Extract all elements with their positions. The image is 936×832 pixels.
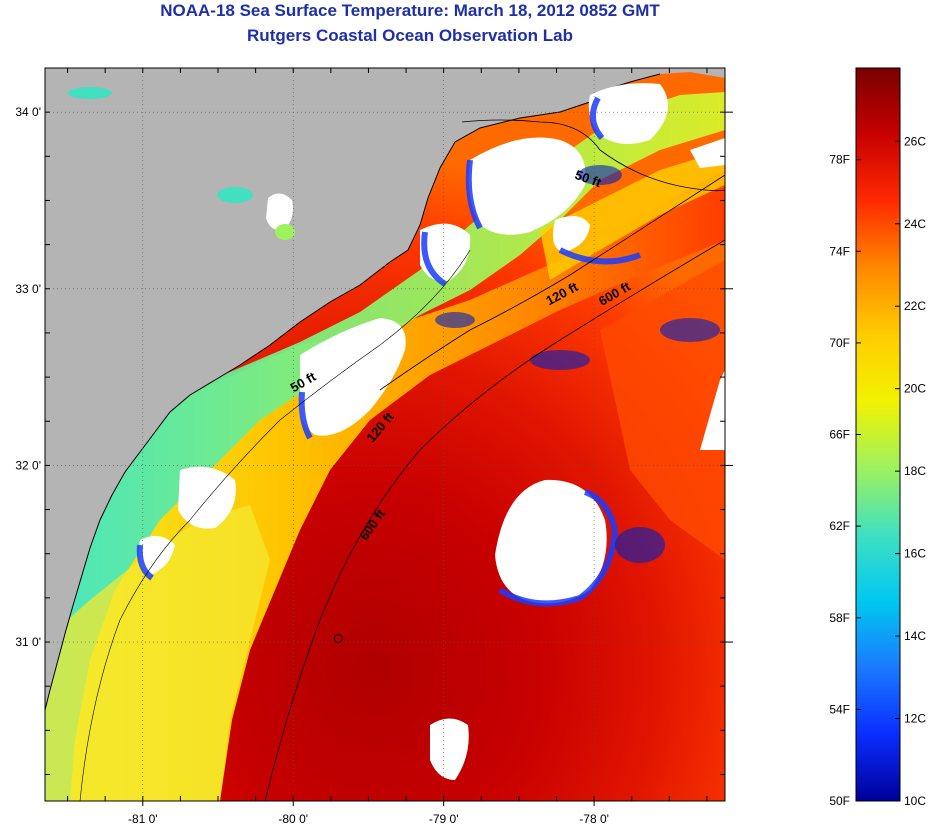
station-marker[interactable] [333, 634, 343, 644]
contour-50ft-south [79, 249, 471, 801]
colorbar-c-label: 14C [904, 629, 926, 643]
colorbar-c-label: 10C [904, 794, 926, 808]
colorbar-f-label: 66F [829, 428, 850, 442]
colorbar-c-label: 24C [904, 217, 926, 231]
contour-600ft [264, 239, 725, 801]
lat-tick-label: 31 0' [15, 635, 41, 649]
southern-nearshore-band [45, 505, 270, 801]
lat-tick-label: 34 0' [15, 105, 41, 119]
map-subtitle: Rutgers Coastal Ocean Observation Lab [247, 26, 573, 45]
contour-120ft [379, 174, 725, 391]
colorbar-c-label: 20C [904, 382, 926, 396]
colorbar-scale [855, 67, 901, 802]
colorbar-c-label: 22C [904, 299, 926, 313]
colorbar-f-label: 54F [829, 702, 850, 716]
lat-tick-label: 32 0' [15, 458, 41, 472]
lat-tick-label: 33 0' [15, 282, 41, 296]
axis-ticks [45, 67, 733, 806]
colorbar-c-label: 18C [904, 464, 926, 478]
cold-cloud-edges [136, 96, 642, 607]
colorbar-f-label: 50F [829, 794, 850, 808]
colorbar-f-label: 58F [829, 611, 850, 625]
colorbar-c-label: 16C [904, 547, 926, 561]
colorbar-c-label: 12C [904, 712, 926, 726]
lon-tick-label: -81 0' [128, 812, 158, 826]
coastal-region [45, 92, 725, 801]
northern-offshore-band [540, 150, 725, 280]
contour-50ft-north [461, 119, 725, 192]
colorbar-f-label: 62F [829, 519, 850, 533]
colorbar-f-label: 74F [829, 244, 850, 258]
cloud-masks [138, 83, 725, 780]
lon-tick-label: -79 0' [429, 812, 459, 826]
graticule [45, 68, 725, 801]
axis-labels: -81 0' -80 0' -79 0' -78 0' 34 0' 33 0' 32 0' 3… [15, 105, 609, 826]
map-title: NOAA-18 Sea Surface Temperature: March 1… [160, 1, 660, 20]
colorbar-f-label: 70F [829, 336, 850, 350]
coastline [45, 73, 661, 711]
land-mass [45, 68, 725, 710]
lon-tick-label: -80 0' [278, 812, 308, 826]
map-frame [44, 67, 726, 802]
colorbar-f-label: 78F [829, 153, 850, 167]
cold-patches [435, 165, 720, 563]
inland-lake-patches [68, 87, 295, 240]
colorbar-c-label: 26C [904, 134, 926, 148]
lon-tick-label: -78 0' [579, 812, 609, 826]
